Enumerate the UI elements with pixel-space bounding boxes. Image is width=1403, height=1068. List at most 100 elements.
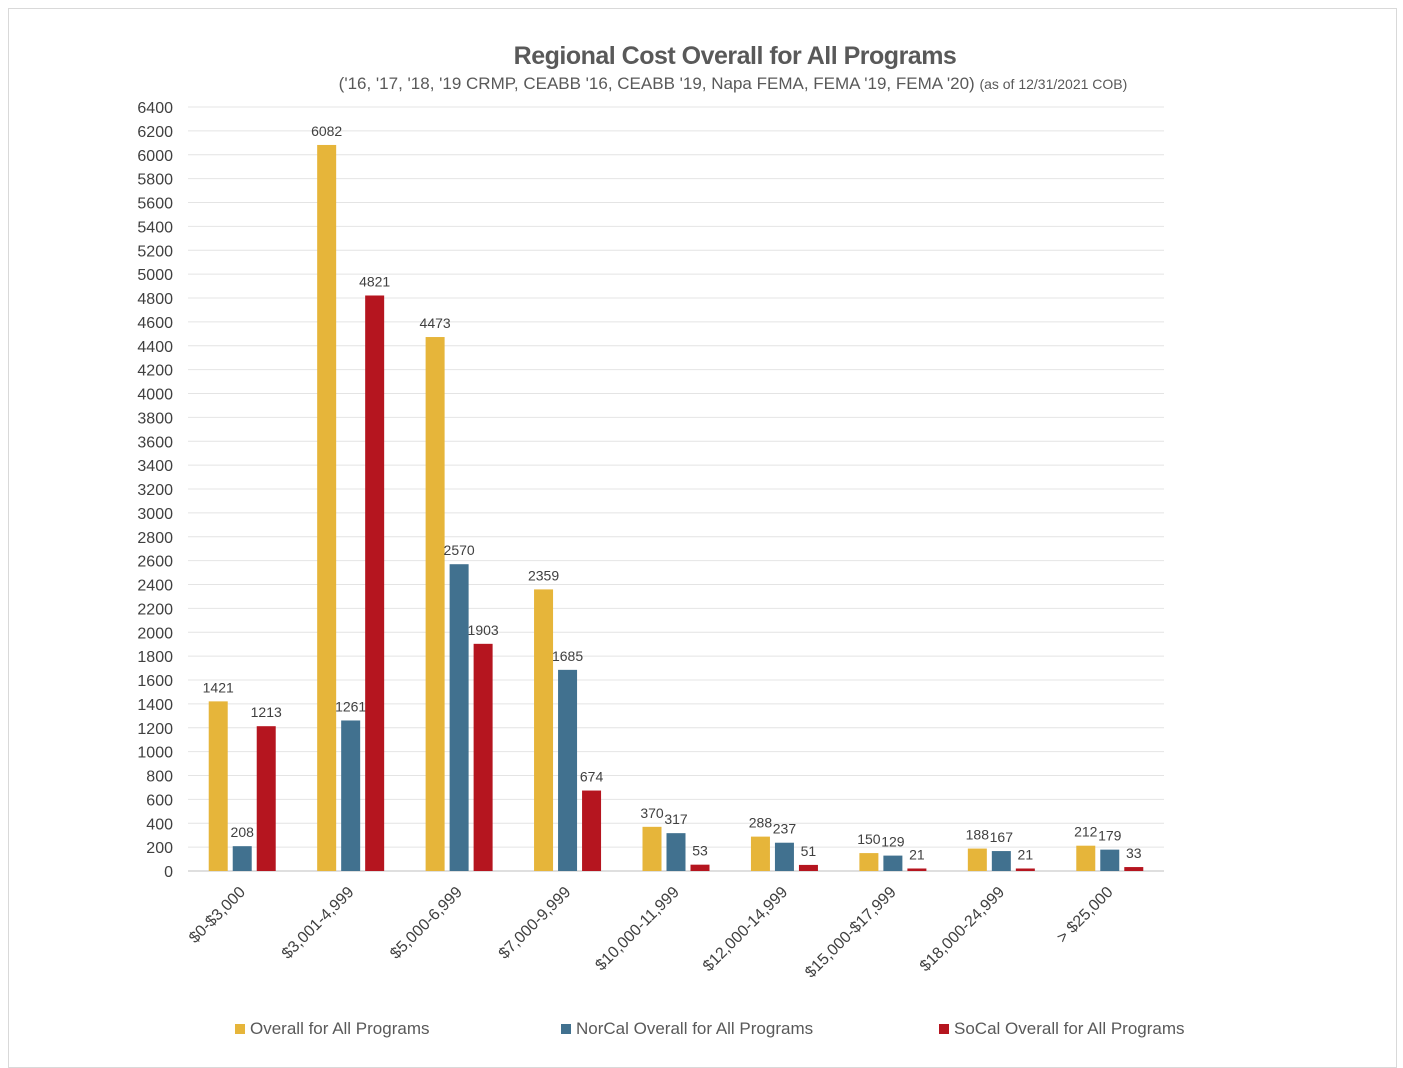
y-tick-label: 3400 [137, 458, 173, 475]
y-tick-label: 6200 [137, 124, 173, 141]
y-tick-label: 3200 [137, 482, 173, 499]
data-label: 1213 [251, 704, 282, 720]
y-tick-label: 2400 [137, 578, 173, 595]
legend-item-overall: Overall for All Programs [235, 1019, 430, 1039]
y-tick-label: 3800 [137, 410, 173, 427]
bar [317, 144, 337, 871]
data-label: 370 [640, 805, 664, 821]
bar [967, 848, 987, 871]
y-tick-label: 5000 [137, 267, 173, 284]
data-label: 6082 [311, 123, 342, 139]
data-label: 51 [801, 843, 817, 859]
y-tick-label: 1600 [137, 673, 173, 690]
chart-subtitle-date: (as of 12/31/2021 COB) [979, 76, 1128, 92]
legend-swatch-norcal [561, 1024, 571, 1034]
bar [750, 836, 770, 871]
y-tick-label: 5200 [137, 243, 173, 260]
data-label: 212 [1074, 824, 1098, 840]
x-tick-label: $12,000-14,999 [700, 884, 791, 975]
y-tick-label: 2000 [137, 625, 173, 642]
y-tick-label: 4200 [137, 363, 173, 380]
bar [666, 833, 686, 871]
bar [1100, 849, 1120, 871]
data-label: 288 [749, 815, 773, 831]
legend-label-overall: Overall for All Programs [250, 1019, 430, 1038]
y-tick-label: 6400 [137, 100, 173, 117]
bar [1124, 867, 1144, 871]
data-label: 167 [990, 829, 1014, 845]
bar [1076, 845, 1096, 871]
y-tick-label: 800 [146, 769, 173, 786]
data-label: 129 [881, 834, 905, 850]
bar [582, 790, 602, 871]
legend-label-socal: SoCal Overall for All Programs [954, 1019, 1185, 1038]
y-tick-label: 5600 [137, 196, 173, 213]
chart-subtitle-programs: ('16, '17, '18, '19 CRMP, CEABB '16, CEA… [338, 74, 975, 93]
data-label: 150 [857, 831, 881, 847]
y-tick-label: 6000 [137, 148, 173, 165]
bar [798, 864, 818, 871]
x-tick-label: $15,000-$17,999 [802, 884, 900, 982]
data-label: 53 [692, 843, 708, 859]
data-label: 21 [909, 846, 925, 862]
bar [425, 337, 445, 871]
y-tick-label: 1400 [137, 697, 173, 714]
data-label: 33 [1126, 845, 1142, 861]
data-label: 208 [231, 824, 255, 840]
chart-title: Regional Cost Overall for All Programs [513, 42, 957, 70]
data-label: 4821 [359, 273, 390, 289]
data-label: 1261 [335, 698, 366, 714]
y-tick-label: 4000 [137, 387, 173, 404]
y-tick-label: 600 [146, 792, 173, 809]
bar [774, 842, 794, 871]
chart-subtitle: ('16, '17, '18, '19 CRMP, CEABB '16, CEA… [0, 74, 1403, 94]
data-label: 1903 [468, 622, 499, 638]
bar [907, 868, 927, 871]
bar [690, 864, 710, 871]
data-label: 4473 [420, 315, 451, 331]
x-tick-label: > $25,000 [1054, 884, 1117, 947]
legend-label-norcal: NorCal Overall for All Programs [576, 1019, 814, 1038]
x-tick-label: $3,001-4,999 [279, 884, 358, 963]
bar [534, 589, 554, 871]
legend-item-socal: SoCal Overall for All Programs [939, 1019, 1185, 1039]
bar [859, 853, 879, 871]
y-tick-label: 4800 [137, 291, 173, 308]
bar [558, 669, 578, 871]
legend-swatch-overall [235, 1024, 245, 1034]
data-label: 1421 [203, 679, 234, 695]
data-label: 317 [664, 811, 688, 827]
y-tick-label: 0 [164, 864, 173, 881]
y-tick-label: 5800 [137, 172, 173, 189]
y-tick-label: 400 [146, 816, 173, 833]
bar [208, 701, 228, 871]
y-tick-label: 4400 [137, 339, 173, 356]
y-tick-label: 3600 [137, 434, 173, 451]
bar [232, 846, 252, 871]
x-tick-label: $18,000-24,999 [917, 884, 1008, 975]
y-tick-label: 1800 [137, 649, 173, 666]
data-label: 1685 [552, 648, 583, 664]
x-tick-label: $10,000-11,999 [592, 884, 683, 975]
bar [883, 855, 903, 871]
bar [1015, 868, 1035, 871]
bar [642, 826, 662, 871]
y-tick-label: 1200 [137, 721, 173, 738]
data-label: 188 [966, 827, 990, 843]
data-label: 237 [773, 821, 797, 837]
legend-swatch-socal [939, 1024, 949, 1034]
data-label: 21 [1018, 846, 1034, 862]
bar [991, 851, 1011, 871]
data-label: 2570 [444, 542, 475, 558]
y-tick-label: 2600 [137, 554, 173, 571]
data-label: 2359 [528, 567, 559, 583]
bar [473, 643, 493, 871]
x-tick-label: $0-$3,000 [186, 884, 249, 947]
legend-item-norcal: NorCal Overall for All Programs [561, 1019, 813, 1039]
bar [256, 726, 276, 871]
y-tick-label: 1000 [137, 745, 173, 762]
data-label: 674 [580, 769, 604, 785]
y-tick-label: 5400 [137, 219, 173, 236]
bar [449, 564, 469, 871]
bar [341, 720, 361, 871]
